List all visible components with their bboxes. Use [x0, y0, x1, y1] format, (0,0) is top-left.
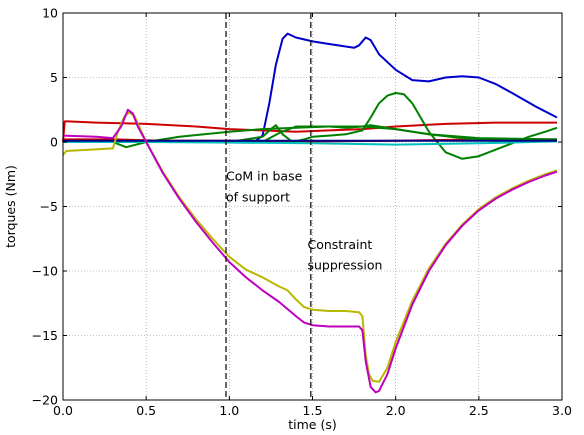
x-tick-label: 0.0	[53, 403, 73, 418]
x-tick-label: 2.5	[469, 403, 489, 418]
x-tick-label: 2.0	[386, 403, 406, 418]
series-line-5	[63, 92, 558, 160]
y-tick-label: −15	[32, 328, 58, 343]
x-tick-label: 1.0	[219, 403, 239, 418]
x-tick-label: 0.5	[136, 403, 156, 418]
y-axis-label: torques (Nm)	[3, 165, 18, 248]
y-tick-label: 5	[50, 70, 58, 85]
annotation-text: CoM in base	[226, 169, 303, 184]
grid	[62, 12, 563, 401]
series-line-1	[63, 32, 558, 143]
plot-area	[62, 32, 558, 394]
y-tick-label: −10	[32, 264, 58, 279]
annotation-text: suppression	[308, 258, 383, 273]
y-tick-label: −5	[40, 199, 58, 214]
annotation-text: Constraint	[308, 237, 373, 252]
y-tick-label: −20	[32, 393, 58, 408]
series-line-10	[62, 108, 558, 394]
series-line-6	[63, 124, 558, 143]
x-axis-label: time (s)	[288, 417, 336, 432]
x-tick-label: 1.5	[303, 403, 323, 418]
y-tick-label: 10	[42, 6, 58, 21]
x-tick-label: 3.0	[552, 403, 572, 418]
annotations: CoM in base of support Constraint suppressi…	[226, 169, 382, 273]
event-markers	[225, 13, 312, 400]
y-tick-label: 0	[50, 135, 58, 150]
series-line-2	[62, 120, 557, 143]
annotation-text: of support	[226, 189, 290, 204]
ticks: 0.0 0.5 1.0 1.5 2.0 2.5 3.0 10 5 0 −5 −10 −15 −20	[32, 6, 572, 419]
